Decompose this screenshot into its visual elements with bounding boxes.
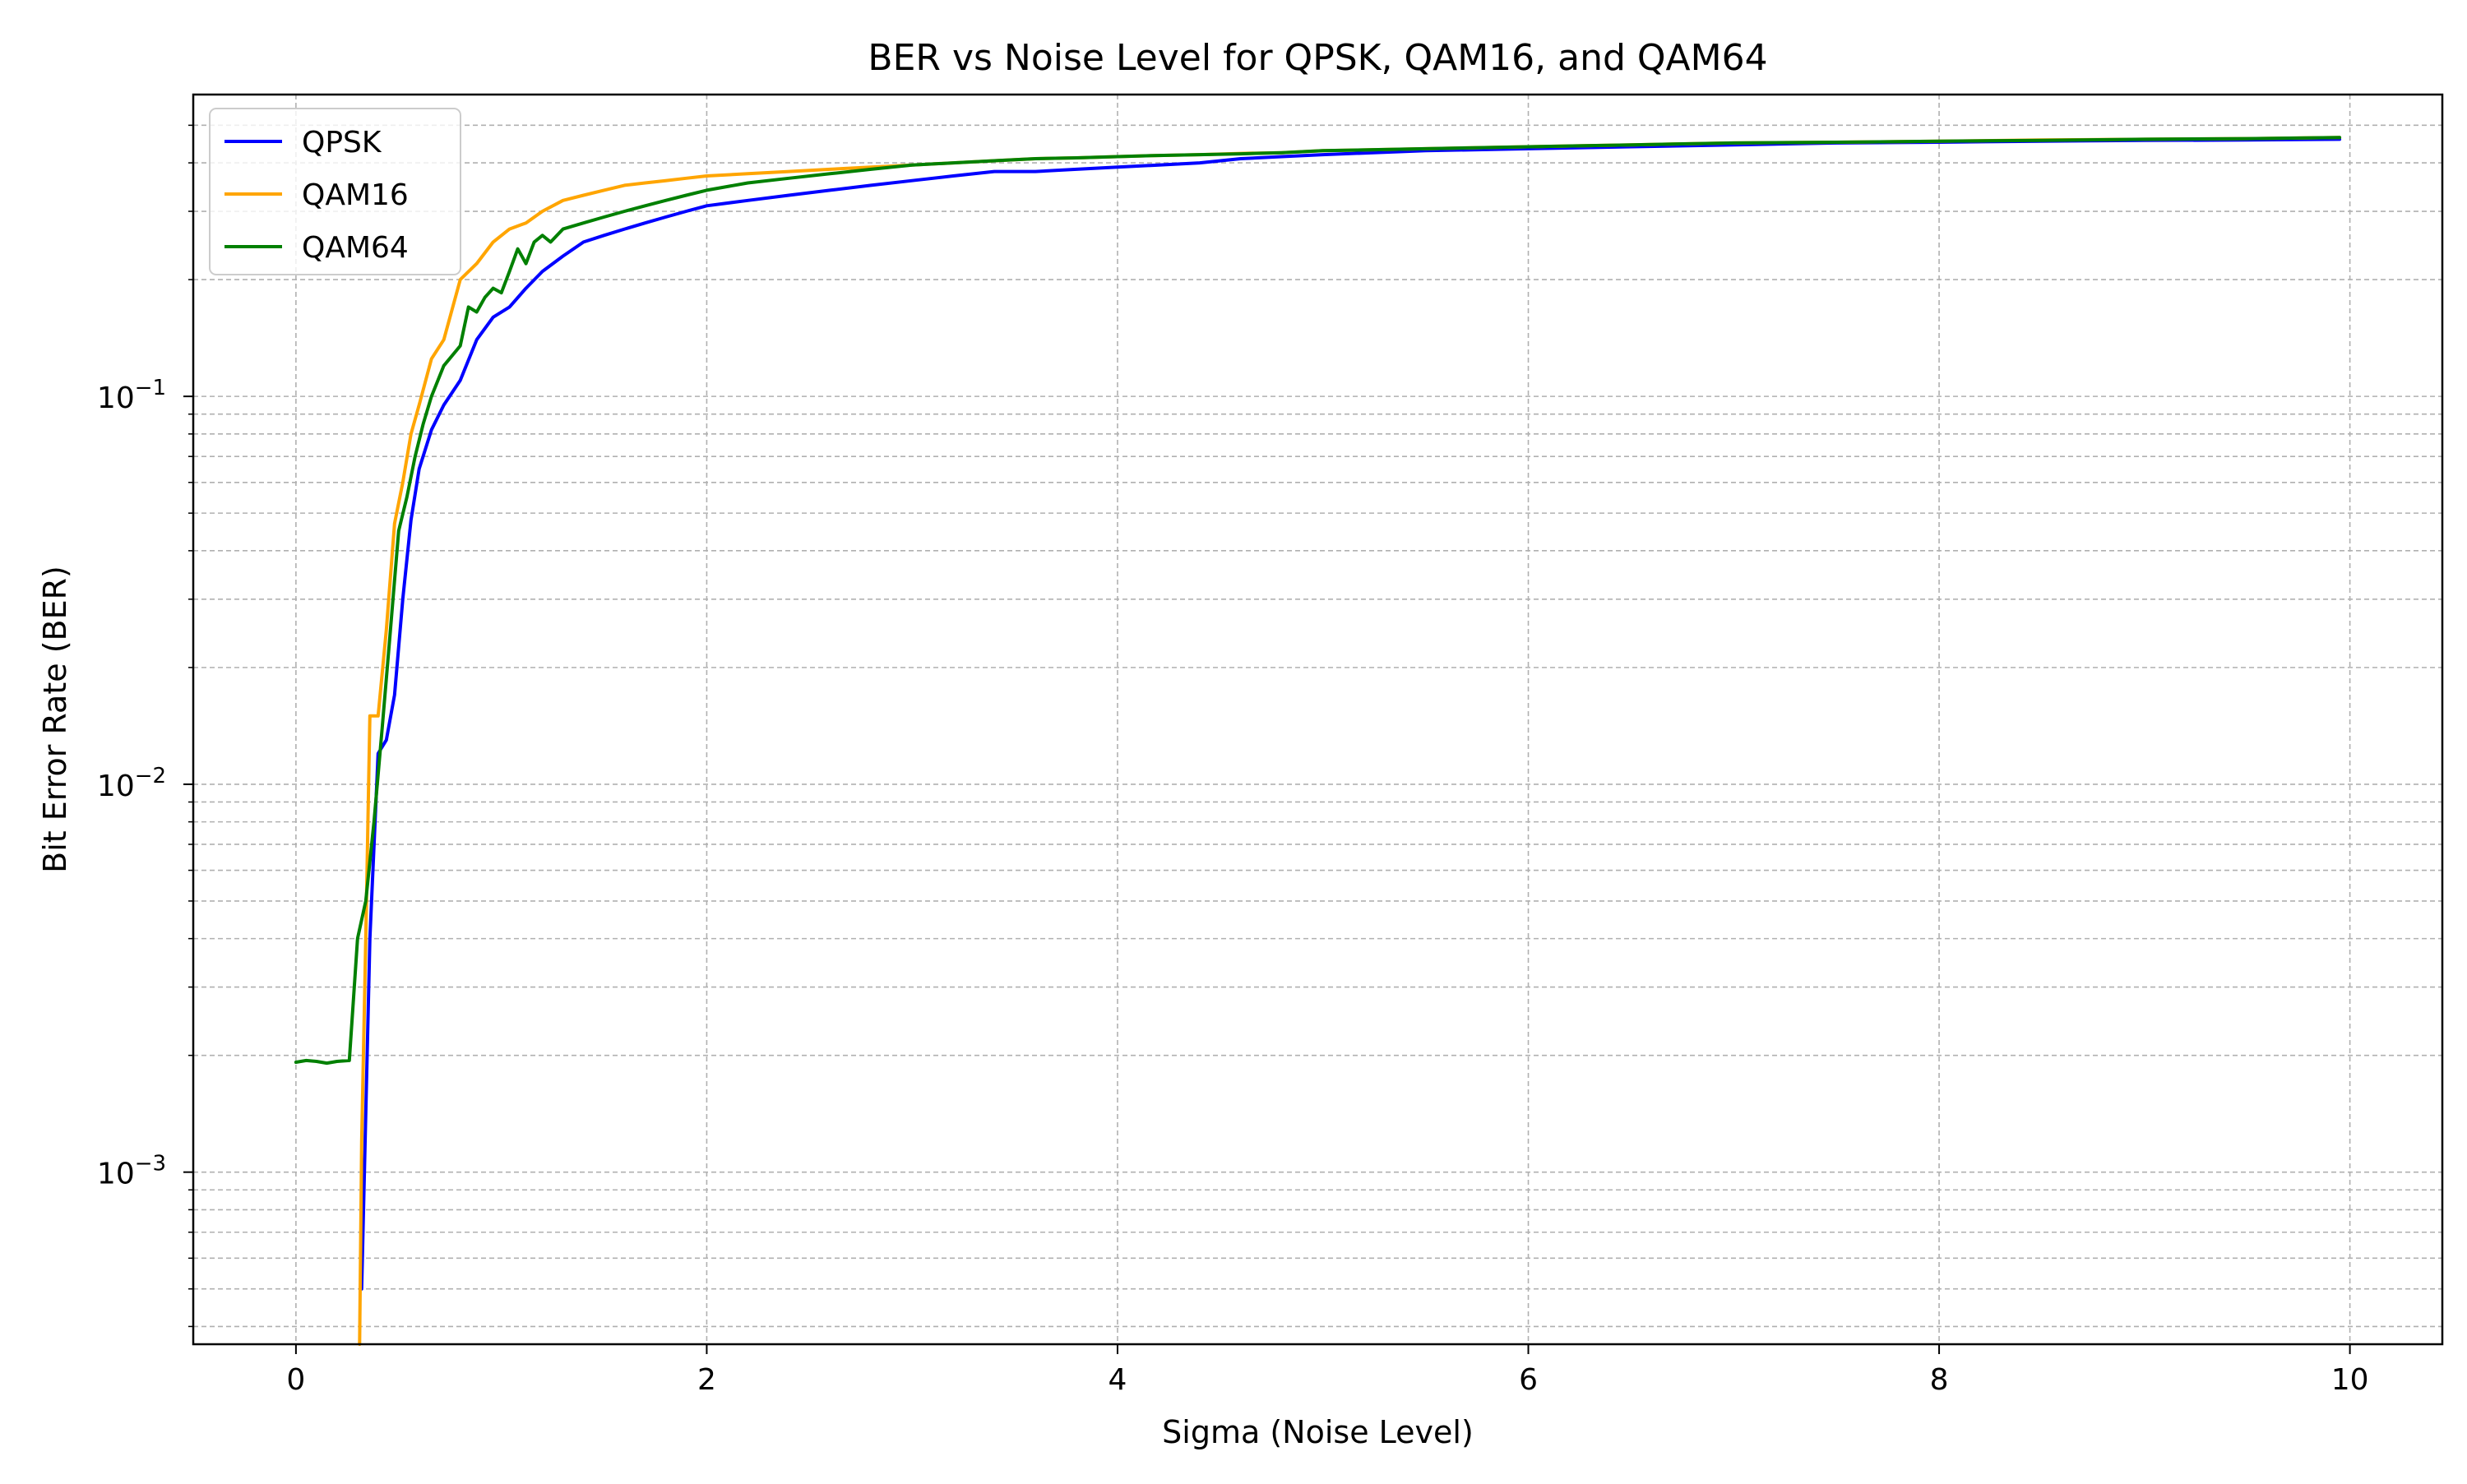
chart-title: BER vs Noise Level for QPSK, QAM16, and … [868,37,1767,79]
x-tick-label: 0 [286,1363,305,1397]
y-tick-label: 10−3 [97,1152,166,1191]
x-tick-label: 2 [697,1363,716,1397]
x-tick-label: 4 [1109,1363,1127,1397]
x-axis-label: Sigma (Noise Level) [1162,1414,1474,1450]
y-tick-label: 10−1 [97,376,166,415]
x-tick-label: 8 [1930,1363,1949,1397]
grid-lines [193,95,2442,1344]
y-axis-ticks: 10−3 10−2 10−1 [97,124,193,1328]
series-line-qpsk [359,137,2342,1291]
plot-frame [192,93,2444,1346]
legend-box [209,108,461,275]
x-tick-label: 6 [1519,1363,1538,1397]
series-line-qam64 [294,136,2342,1066]
legend-label-qpsk: QPSK [302,126,382,159]
legend: QPSK QAM16 QAM64 [209,108,461,275]
y-tick-label: 10−2 [97,764,166,803]
x-tick-label: 10 [2331,1363,2369,1397]
x-axis-ticks: 0 2 4 6 8 10 [286,1344,2369,1397]
series-lines [294,136,2342,1346]
y-axis-label: Bit Error Rate (BER) [37,566,73,873]
legend-label-qam16: QAM16 [302,178,409,212]
legend-label-qam64: QAM64 [302,231,409,265]
